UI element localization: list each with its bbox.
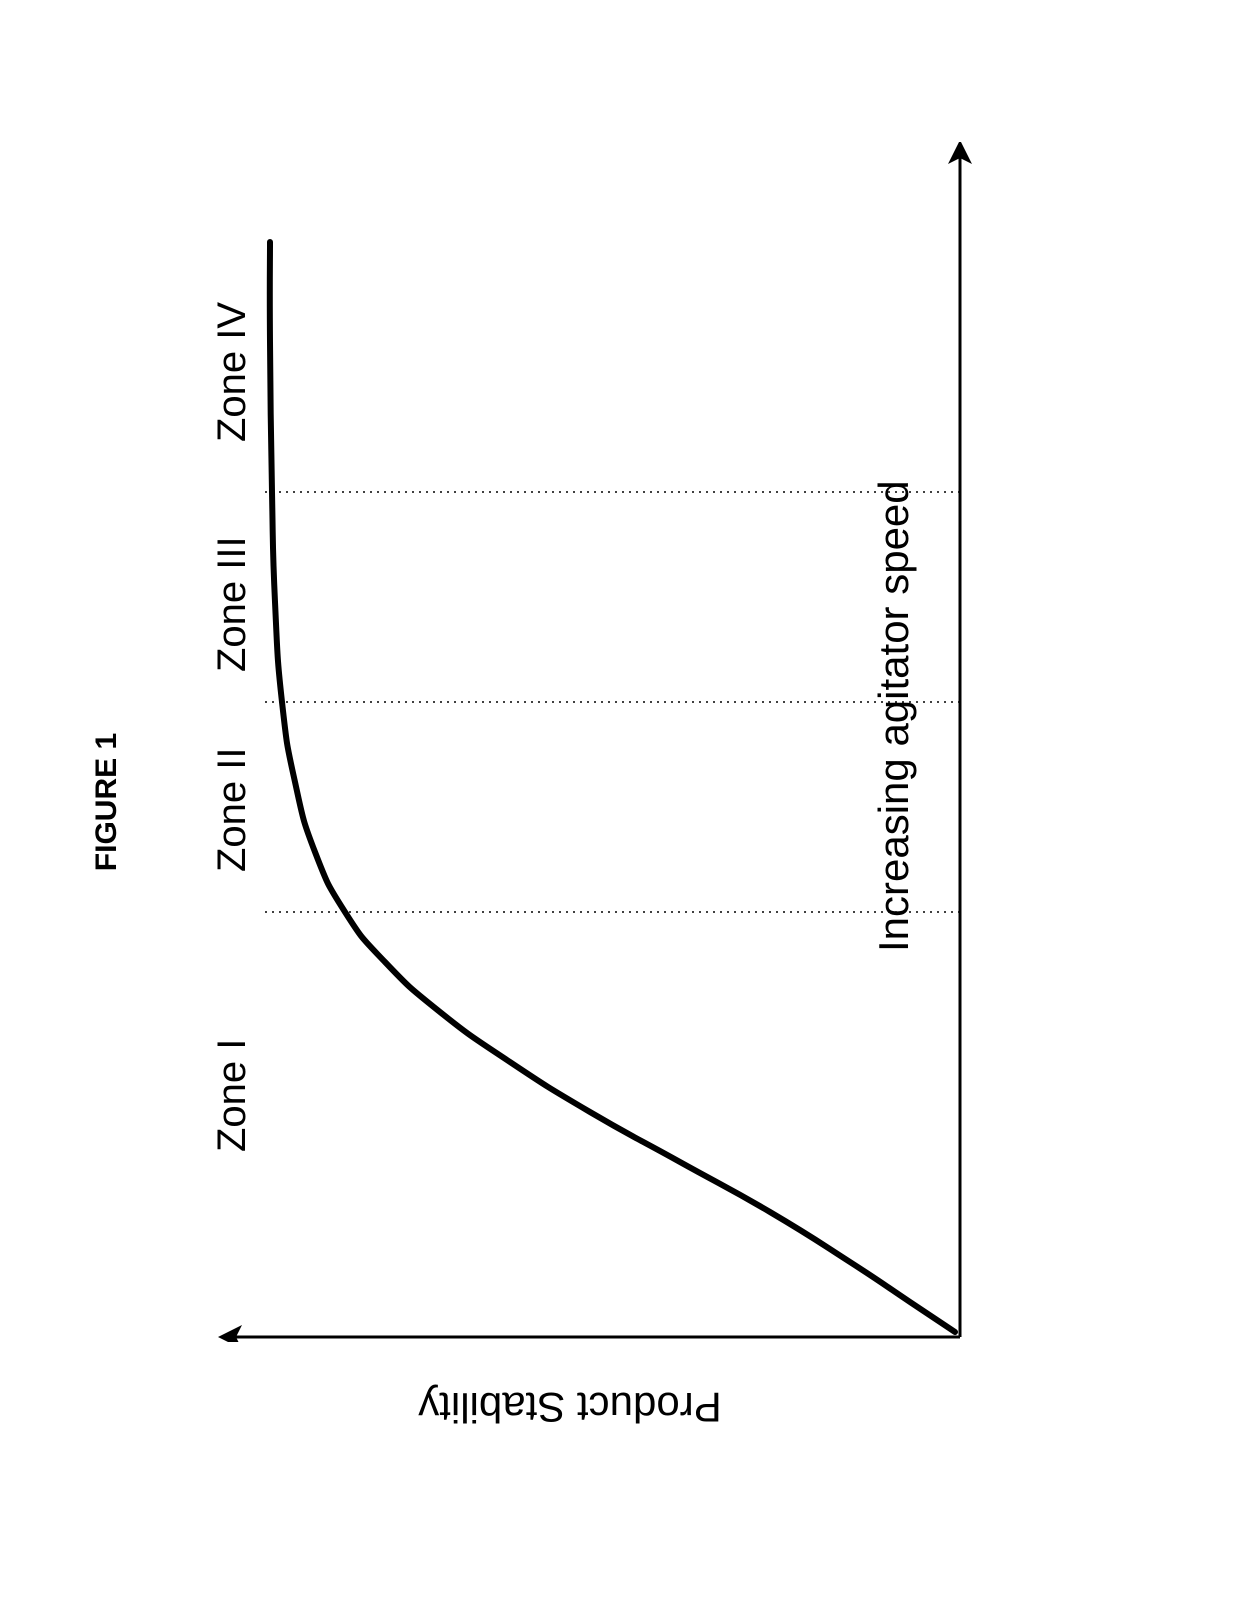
zone-label-4: Zone IV: [210, 302, 255, 442]
zone-label-3: Zone III: [210, 536, 255, 672]
x-axis-label: Increasing agitator speed: [870, 480, 918, 952]
stability-curve: [270, 242, 955, 1332]
page-container: FIGURE 1 Zone I Zone II Zone III Zone IV: [0, 0, 1240, 1604]
zone-label-2: Zone II: [210, 747, 255, 872]
y-axis-label: Product Stability: [418, 1383, 721, 1431]
figure-title: FIGURE 1: [90, 52, 124, 1552]
rotated-figure-wrapper: FIGURE 1 Zone I Zone II Zone III Zone IV: [70, 52, 1170, 1552]
zone-label-1: Zone I: [210, 1039, 255, 1152]
chart-svg: [210, 142, 980, 1342]
chart-area: Zone I Zone II Zone III Zone IV: [210, 142, 960, 1342]
